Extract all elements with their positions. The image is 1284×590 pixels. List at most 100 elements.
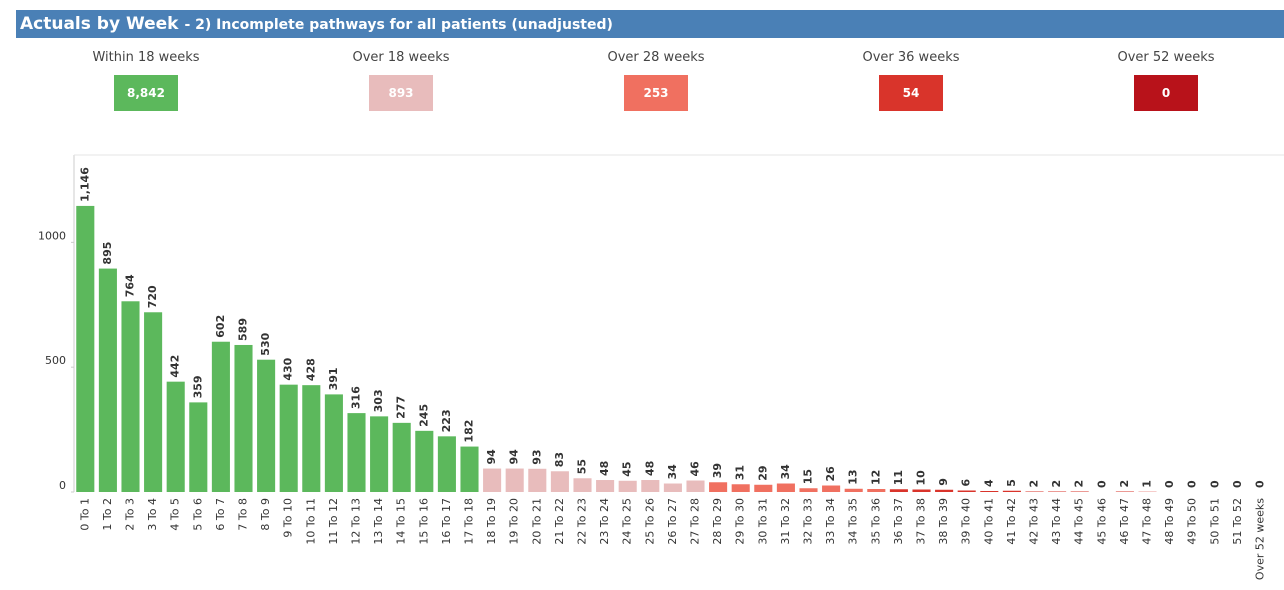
bar <box>370 416 389 492</box>
kpi-card: Over 18 weeks 893 <box>301 50 501 111</box>
bar <box>257 359 276 492</box>
value-label: 83 <box>553 452 566 467</box>
x-tick-label: 46 To 47 <box>1118 498 1131 545</box>
value-label: 34 <box>779 464 792 480</box>
bar <box>437 436 456 492</box>
x-tick-label: 35 To 36 <box>869 498 882 545</box>
bar <box>550 471 569 492</box>
bar <box>121 301 140 492</box>
value-label: 428 <box>304 358 317 381</box>
value-label: 895 <box>101 242 114 265</box>
x-tick-label: 40 To 41 <box>982 498 995 545</box>
bar <box>889 489 908 492</box>
bar <box>144 312 163 492</box>
bar <box>573 478 592 492</box>
kpi-card: Within 18 weeks 8,842 <box>46 50 246 111</box>
x-tick-label: 51 To 52 <box>1231 498 1244 545</box>
value-label: 31 <box>734 465 747 480</box>
value-label: 316 <box>350 386 363 409</box>
x-tick-label: 6 To 7 <box>214 498 227 531</box>
bar <box>754 484 773 492</box>
bar <box>234 344 253 492</box>
x-tick-label: 21 To 22 <box>553 498 566 545</box>
bar <box>844 488 863 492</box>
bar <box>731 484 750 492</box>
x-tick-label: 2 To 3 <box>124 498 137 531</box>
bar <box>483 468 502 492</box>
x-tick-label: 44 To 45 <box>1073 498 1086 545</box>
value-label: 34 <box>666 464 679 480</box>
x-tick-label: 29 To 30 <box>734 498 747 545</box>
bar <box>415 430 434 492</box>
x-tick-label: 14 To 15 <box>395 498 408 545</box>
bar <box>1002 490 1021 492</box>
x-tick-label: 26 To 27 <box>666 498 679 545</box>
value-label: 0 <box>1163 480 1176 488</box>
value-label: 39 <box>711 463 724 478</box>
header: Actuals by Week - 2) Incomplete pathways … <box>16 10 1284 38</box>
value-label: 48 <box>643 461 656 476</box>
bar <box>166 381 185 492</box>
bar <box>709 482 728 492</box>
kpi-label: Over 52 weeks <box>1117 50 1215 65</box>
kpi-value: 8,842 <box>114 75 178 111</box>
value-label: 9 <box>937 478 950 486</box>
bar <box>189 402 208 492</box>
bar <box>957 490 976 492</box>
kpi-card: Over 36 weeks 54 <box>811 50 1011 111</box>
value-label: 2 <box>1050 480 1063 488</box>
bar <box>347 413 366 492</box>
value-label: 5 <box>1005 479 1018 487</box>
value-label: 430 <box>282 357 295 380</box>
x-tick-label: 39 To 40 <box>960 498 973 545</box>
x-tick-label: 41 To 42 <box>1005 498 1018 545</box>
y-tick-label: 0 <box>59 479 66 492</box>
x-tick-label: 19 To 20 <box>508 498 521 545</box>
bar <box>935 489 954 492</box>
x-tick-label: 22 To 23 <box>576 498 589 545</box>
bar <box>641 480 660 492</box>
x-tick-label: 18 To 19 <box>485 498 498 545</box>
x-tick-label: 36 To 37 <box>892 498 905 545</box>
value-label: 303 <box>372 389 385 412</box>
kpi-value: 54 <box>879 75 943 111</box>
value-label: 94 <box>508 449 521 465</box>
x-tick-label: 32 To 33 <box>802 498 815 545</box>
kpi-card: Over 52 weeks 0 <box>1066 50 1266 111</box>
bar <box>663 483 682 492</box>
bar <box>98 268 117 492</box>
x-tick-label: 4 To 5 <box>169 498 182 531</box>
x-tick-label: 50 To 51 <box>1208 498 1221 545</box>
value-label: 11 <box>892 470 905 485</box>
x-tick-label: 38 To 39 <box>937 498 950 545</box>
x-tick-label: 15 To 16 <box>417 498 430 545</box>
kpi-value: 0 <box>1134 75 1198 111</box>
x-tick-label: 10 To 11 <box>304 498 317 545</box>
y-tick-label: 1000 <box>38 229 66 242</box>
value-label: 93 <box>530 449 543 464</box>
value-label: 1,146 <box>78 167 91 202</box>
x-tick-label: 3 To 4 <box>146 498 159 531</box>
bar <box>392 422 411 492</box>
value-label: 391 <box>327 367 340 390</box>
subtitle: - 2) Incomplete pathways for all patient… <box>184 17 613 33</box>
x-tick-label: 31 To 32 <box>779 498 792 545</box>
value-label: 26 <box>824 466 837 482</box>
kpi-label: Over 36 weeks <box>862 50 960 65</box>
bar <box>505 468 524 492</box>
x-tick-label: 13 To 14 <box>372 498 385 545</box>
value-label: 277 <box>395 396 408 419</box>
bar <box>324 394 343 492</box>
value-label: 0 <box>1186 480 1199 488</box>
bar <box>279 384 298 492</box>
bar <box>528 468 547 492</box>
x-tick-label: 0 To 1 <box>78 498 91 531</box>
value-label: 0 <box>1208 480 1221 488</box>
x-tick-label: 37 To 38 <box>915 498 928 545</box>
bar <box>302 385 321 492</box>
value-label: 55 <box>576 459 589 474</box>
bar <box>211 341 230 492</box>
x-tick-label: 12 To 13 <box>350 498 363 545</box>
value-label: 29 <box>756 465 769 480</box>
bar <box>76 205 95 492</box>
